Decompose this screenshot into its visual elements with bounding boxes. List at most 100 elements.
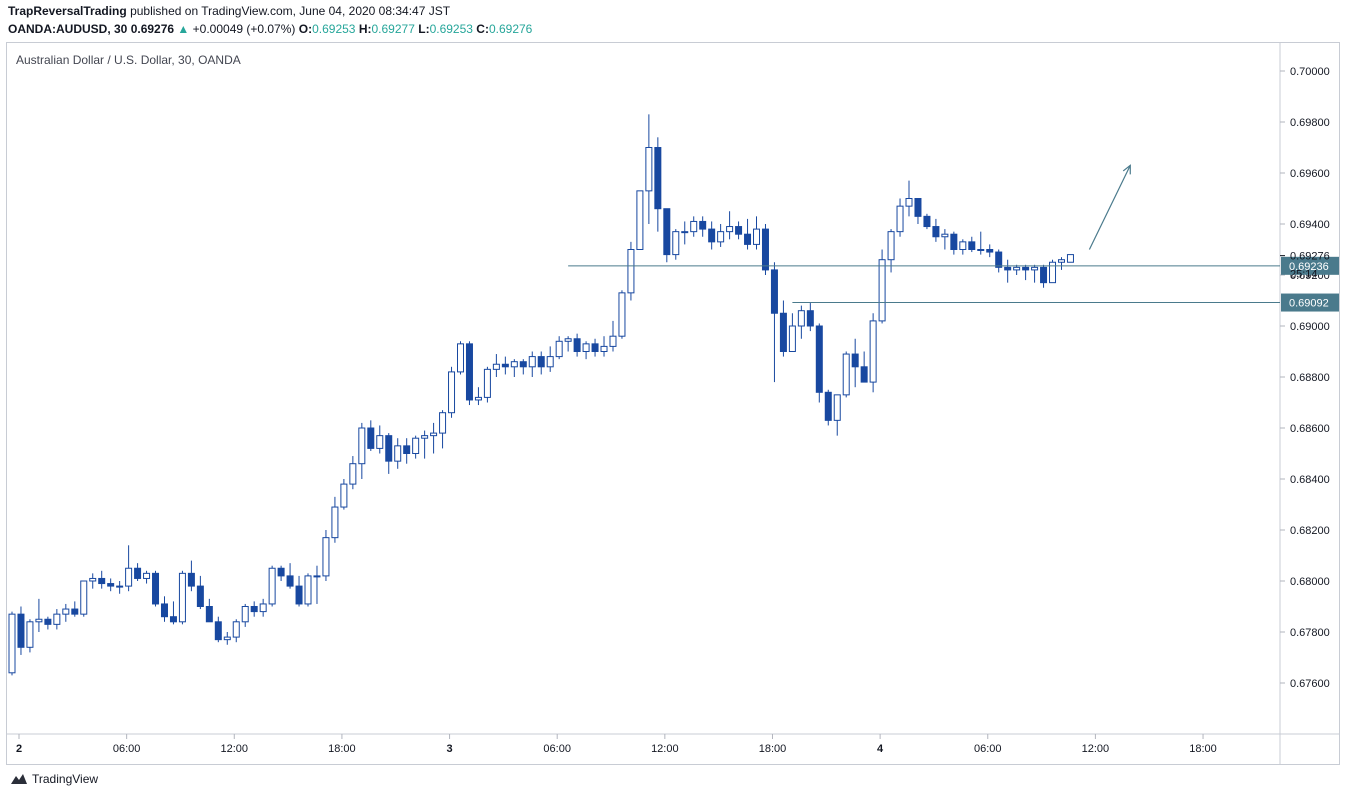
- candle-bull: [582, 343, 590, 353]
- price-tick-label: 0.67800: [1290, 627, 1330, 639]
- candle-bear: [815, 325, 823, 393]
- candle-bear: [214, 621, 222, 641]
- candle-bear: [573, 338, 581, 352]
- candle-bear: [71, 608, 79, 615]
- candle-bull: [483, 368, 491, 398]
- last-price: 0.69276: [130, 22, 175, 36]
- candle-bull: [1066, 254, 1074, 263]
- candle-bear: [160, 603, 168, 618]
- candle-bull: [905, 198, 913, 207]
- time-tick-label: 18:00: [759, 743, 787, 755]
- time-axis[interactable]: 2 06:00 12:00 18:00 3 06:00 12:00 18:00 4 06:00 12…: [16, 734, 1217, 755]
- candle-bear: [17, 613, 25, 648]
- candle-bear: [286, 575, 294, 587]
- candle-bull: [178, 572, 186, 623]
- candle-bear: [699, 220, 707, 230]
- candle-bull: [977, 249, 985, 251]
- candle-bull: [842, 353, 850, 396]
- candle-bull: [717, 231, 725, 243]
- time-tick-label: 12:00: [1082, 743, 1110, 755]
- candle-bull: [313, 575, 321, 578]
- candle-bull: [600, 345, 608, 352]
- low-label: L:: [418, 22, 430, 36]
- candle-bear: [295, 585, 303, 605]
- candle-bear: [770, 269, 778, 314]
- candle-bear: [654, 147, 662, 210]
- candle-bull: [690, 220, 698, 233]
- candle-bear: [169, 616, 177, 623]
- candle-bull: [1031, 266, 1039, 271]
- candle-bull: [116, 585, 124, 588]
- candle-bull: [421, 435, 429, 439]
- candle-bull: [35, 618, 43, 623]
- ohlc-header: OANDA:AUDUSD, 30 0.69276 ▲ +0.00049 (+0.…: [8, 22, 532, 36]
- candle-bear: [107, 583, 115, 587]
- candle-bull: [1057, 259, 1065, 263]
- candle-bear: [277, 567, 285, 577]
- drawings-group: 0.69236 0.69092 0.69276 25:14: [568, 164, 1339, 312]
- last-price-label: 0.69276: [1290, 251, 1330, 263]
- time-tick-label: 12:00: [221, 743, 249, 755]
- time-tick-label: 06:00: [543, 743, 571, 755]
- low-value: 0.69253: [429, 22, 473, 36]
- price-tick-label: 0.68000: [1290, 576, 1330, 588]
- candle-bear: [205, 606, 213, 623]
- candle-bear: [851, 353, 859, 368]
- candle-bear: [860, 366, 868, 383]
- candle-bear: [995, 251, 1003, 268]
- candle-bull: [1049, 261, 1057, 284]
- candle-bull: [80, 580, 88, 615]
- candle-bear: [761, 228, 769, 271]
- candle-bull: [681, 231, 689, 234]
- candle-bull: [430, 432, 438, 437]
- candle-bear: [152, 572, 160, 605]
- candle-bull: [636, 190, 644, 251]
- candle-bull: [609, 335, 617, 347]
- candle-bull: [878, 259, 886, 322]
- brand-label[interactable]: TradingView: [32, 772, 99, 786]
- candle-bull: [627, 249, 635, 294]
- candle-bull: [492, 363, 500, 370]
- candle-bear: [779, 312, 787, 352]
- candle-bear: [968, 241, 976, 251]
- candle-bear: [537, 356, 545, 368]
- level-price-badge: [1281, 256, 1339, 275]
- chart-frame: [6, 42, 1340, 765]
- candle-bull: [896, 205, 904, 233]
- candle-bull: [8, 613, 16, 674]
- up-arrow-icon: ▲: [177, 22, 190, 36]
- candle-bear: [44, 618, 52, 625]
- candle-bull: [510, 361, 518, 368]
- candle-bull: [143, 572, 151, 579]
- candle-bull: [223, 636, 231, 641]
- price-tick-label: 0.69600: [1290, 168, 1330, 180]
- close-label: C:: [476, 22, 489, 36]
- price-axis[interactable]: 0.700000.698000.696000.694000.692000.690…: [1280, 66, 1330, 690]
- publisher-name[interactable]: TrapReversalTrading: [8, 4, 127, 18]
- candle-bear: [986, 249, 994, 253]
- candle-bear: [385, 435, 393, 462]
- candle-bear: [501, 363, 509, 368]
- candle-bull: [618, 292, 626, 337]
- countdown-label: 25:14: [1290, 269, 1318, 281]
- candle-bull: [869, 320, 877, 383]
- candle-bull: [457, 343, 464, 373]
- candle-bear: [196, 585, 204, 607]
- candle-bull: [797, 310, 805, 327]
- candle-bear: [1022, 266, 1030, 271]
- candle-bear: [367, 427, 375, 449]
- candle-bear: [932, 226, 940, 238]
- time-tick-label: 06:00: [974, 743, 1002, 755]
- price-tick-label: 0.67600: [1290, 678, 1330, 690]
- open-value: 0.69253: [312, 22, 356, 36]
- candle-bull: [726, 226, 734, 233]
- tradingview-logo-icon: [11, 774, 27, 784]
- candle-bear: [663, 208, 671, 256]
- candles-group: [8, 114, 1074, 676]
- candle-bull: [358, 427, 366, 465]
- footer-brand: TradingView: [10, 772, 98, 786]
- candle-bull: [788, 325, 796, 352]
- candle-bear: [465, 343, 473, 401]
- candle-bear: [187, 572, 195, 587]
